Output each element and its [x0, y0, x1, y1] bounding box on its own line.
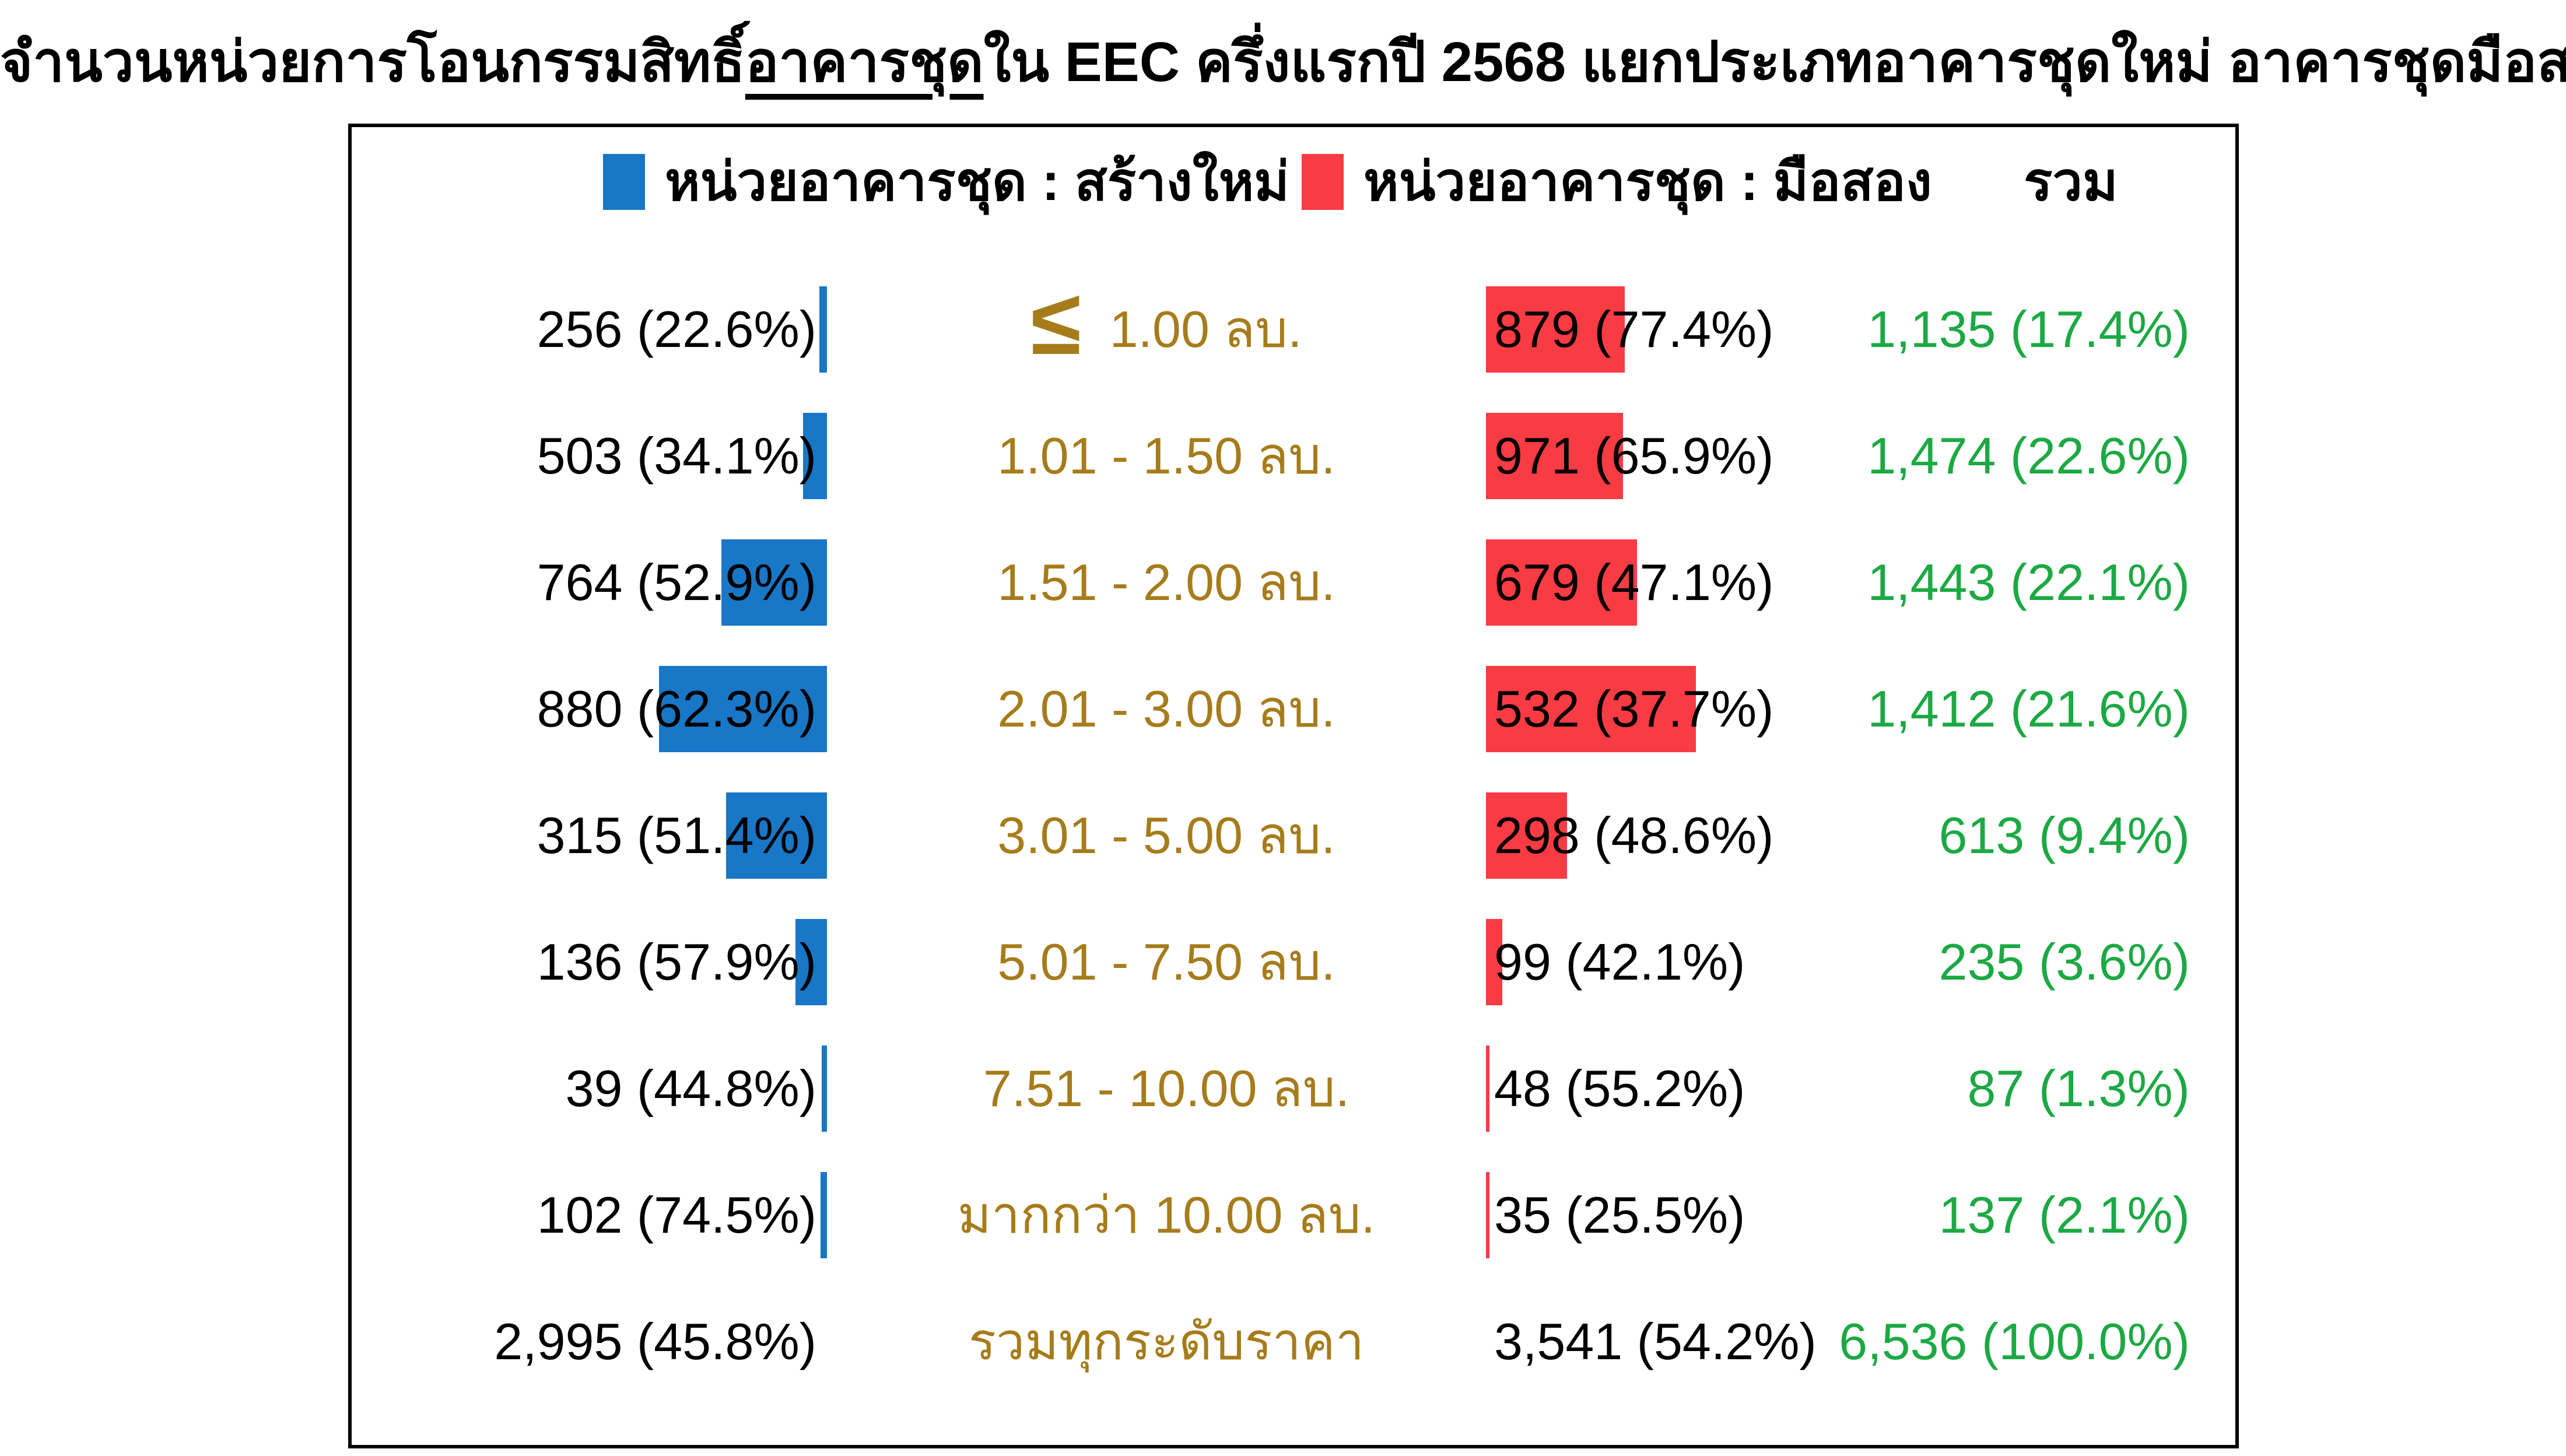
less-than-or-equal-icon: ≤ [1030, 271, 1082, 374]
row-total-value: 1,135 (17.4%) [1867, 300, 2190, 358]
price-range-label: 7.51 - 10.00 ลบ. [758, 1052, 1575, 1125]
new-units-value: 315 (51.4%) [537, 806, 816, 864]
new-units-value: 102 (74.5%) [537, 1186, 816, 1244]
bar-new-units [822, 1045, 827, 1132]
price-range-text: 1.00 ลบ. [1095, 300, 1302, 358]
title-underlined: อาคารชุด [745, 31, 984, 93]
bar-new-units [721, 539, 827, 626]
used-units-value: 879 (77.4%) [1494, 300, 1774, 358]
bar-new-units [795, 919, 827, 1005]
title-part2: ใน EEC ครึ่งแรกปี 2568 แยกประเภทอาคารชุด… [983, 31, 2566, 93]
row-total-value: 1,443 (22.1%) [1867, 553, 2190, 611]
bar-used-units [1486, 792, 1567, 879]
legend-label-new: หน่วยอาคารชุด : สร้างใหม่ [665, 152, 1289, 212]
price-range-text: 2.01 - 3.00 ลบ. [997, 680, 1335, 738]
legend-label-used: หน่วยอาคารชุด : มือสอง [1363, 152, 1932, 212]
used-units-value: 679 (47.1%) [1494, 553, 1774, 611]
used-units-value: 99 (42.1%) [1494, 933, 1745, 991]
bar-used-units [1486, 1045, 1489, 1132]
price-range-text: 1.01 - 1.50 ลบ. [997, 427, 1335, 485]
price-range-label: รวมทุกระดับราคา [758, 1306, 1575, 1378]
bar-new-units [819, 286, 827, 373]
price-range-label: มากกว่า 10.00 ลบ. [758, 1179, 1575, 1251]
price-range-label: ≤ 1.00 ลบ. [758, 276, 1575, 369]
chart-frame [348, 124, 2239, 1448]
price-range-label: 5.01 - 7.50 ลบ. [758, 926, 1575, 998]
used-units-value: 35 (25.5%) [1494, 1186, 1745, 1244]
price-range-label: 3.01 - 5.00 ลบ. [758, 799, 1575, 872]
price-range-text: 1.51 - 2.00 ลบ. [997, 553, 1335, 611]
legend-label-total: รวม [2024, 152, 2118, 212]
bar-used-units [1486, 413, 1623, 499]
row-total-value: 6,536 (100.0%) [1839, 1313, 2190, 1370]
price-range-text: รวมทุกระดับราคา [968, 1313, 1365, 1370]
bar-used-units [1486, 1172, 1489, 1258]
bar-used-units [1486, 286, 1625, 373]
price-range-text: 7.51 - 10.00 ลบ. [983, 1059, 1350, 1117]
used-units-value: 48 (55.2%) [1494, 1059, 1745, 1117]
new-units-value: 136 (57.9%) [537, 933, 816, 991]
used-units-value: 532 (37.7%) [1494, 680, 1774, 738]
new-units-value: 880 (62.3%) [537, 680, 816, 738]
price-range-text: 5.01 - 7.50 ลบ. [997, 933, 1335, 991]
row-total-value: 137 (2.1%) [1938, 1186, 2190, 1244]
row-total-value: 87 (1.3%) [1967, 1059, 2190, 1117]
used-units-value: 971 (65.9%) [1494, 427, 1774, 485]
bar-new-units [821, 1172, 827, 1258]
legend-swatch-used-icon [1302, 154, 1344, 210]
row-total-value: 1,412 (21.6%) [1867, 680, 2190, 738]
new-units-value: 39 (44.8%) [565, 1059, 816, 1117]
new-units-value: 2,995 (45.8%) [494, 1313, 816, 1370]
price-range-text: มากกว่า 10.00 ลบ. [957, 1186, 1376, 1244]
new-units-value: 256 (22.6%) [537, 300, 816, 358]
used-units-value: 3,541 (54.2%) [1494, 1313, 1817, 1370]
page-title: จำนวนหน่วยการโอนกรรมสิทธิ์อาคารชุดใน EEC… [0, 17, 2566, 106]
bar-used-units [1486, 539, 1637, 626]
row-total-value: 1,474 (22.6%) [1867, 427, 2190, 485]
price-range-label: 1.01 - 1.50 ลบ. [758, 420, 1575, 492]
bar-new-units [726, 792, 827, 879]
used-units-value: 298 (48.6%) [1494, 806, 1774, 864]
bar-used-units [1486, 666, 1696, 752]
bar-used-units [1486, 919, 1502, 1005]
row-total-value: 613 (9.4%) [1938, 806, 2190, 864]
row-total-value: 235 (3.6%) [1938, 933, 2190, 991]
bar-new-units [803, 413, 827, 499]
title-part1: จำนวนหน่วยการโอนกรรมสิทธิ์ [0, 31, 745, 93]
price-range-text: 3.01 - 5.00 ลบ. [997, 806, 1335, 864]
price-range-label: 1.51 - 2.00 ลบ. [758, 546, 1575, 619]
bar-new-units [659, 666, 827, 752]
new-units-value: 503 (34.1%) [537, 427, 816, 485]
legend-swatch-new-icon [603, 154, 645, 210]
price-range-label: 2.01 - 3.00 ลบ. [758, 673, 1575, 745]
new-units-value: 764 (52.9%) [537, 553, 816, 611]
